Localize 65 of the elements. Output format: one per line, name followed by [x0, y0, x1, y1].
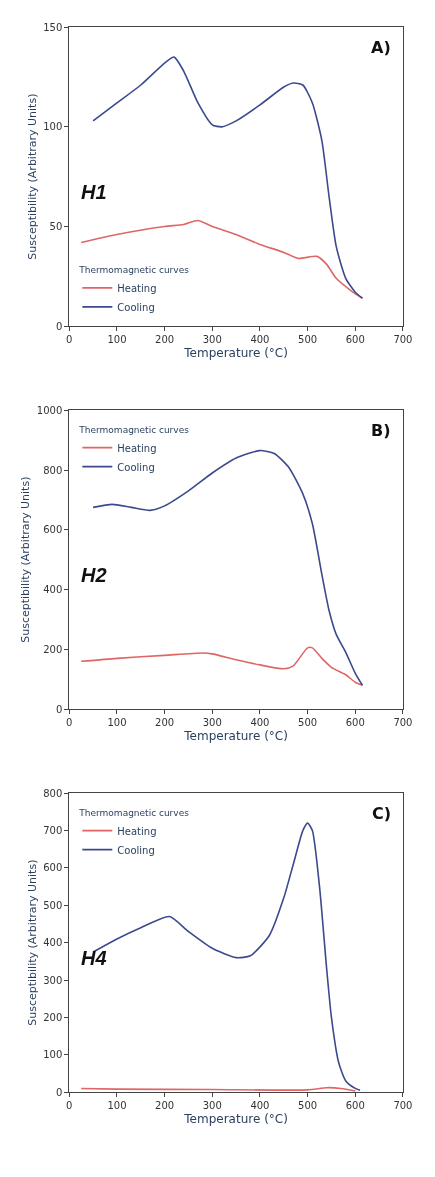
- x-tick-label: 500: [298, 334, 318, 346]
- y-axis-title: Susceptibility (Arbitrary Units): [25, 859, 39, 1026]
- x-tick-label: 300: [202, 1100, 222, 1112]
- y-tick-label: 400: [43, 937, 63, 949]
- legend-label: Heating: [117, 282, 157, 294]
- y-axis-title: Susceptibility (Arbitrary Units): [19, 476, 33, 643]
- y-tick-label: 200: [43, 643, 63, 655]
- y-axis-title: Susceptibility (Arbitrary Units): [25, 93, 39, 260]
- x-tick-label: 200: [155, 1100, 175, 1112]
- x-tick-label: 400: [250, 334, 270, 346]
- x-tick-label: 500: [298, 717, 318, 729]
- legend-title: Thermomagnetic curves: [78, 808, 190, 819]
- x-tick-label: 400: [250, 717, 270, 729]
- y-tick-label: 300: [43, 974, 63, 986]
- x-tick-label: 700: [393, 717, 413, 729]
- x-tick-label: 100: [107, 717, 127, 729]
- y-tick-label: 1000: [36, 404, 63, 416]
- legend-label: Cooling: [117, 301, 155, 313]
- legend-label: Cooling: [117, 461, 155, 473]
- legend-label: Heating: [117, 825, 157, 837]
- x-tick-label: 700: [393, 1100, 413, 1112]
- x-axis-title: Temperature (°C): [183, 346, 288, 361]
- x-tick-label: 600: [345, 334, 365, 346]
- y-tick-label: 50: [49, 221, 63, 232]
- x-tick-label: 600: [345, 717, 365, 729]
- y-tick-label: 400: [43, 584, 63, 596]
- legend-title: Thermomagnetic curves: [78, 265, 190, 276]
- y-tick-label: 800: [43, 787, 63, 799]
- line-series: [80, 646, 364, 687]
- x-tick-label: 300: [202, 334, 222, 346]
- annotation: H1: [81, 181, 107, 203]
- legend-label: Cooling: [117, 844, 155, 856]
- legend-title: Thermomagnetic curves: [78, 425, 190, 436]
- legend-label: Heating: [117, 442, 157, 454]
- y-tick-label: 800: [43, 464, 63, 476]
- x-tick-label: 0: [66, 717, 73, 729]
- y-tick-label: 700: [43, 825, 63, 837]
- x-axis-title: Temperature (°C): [183, 729, 288, 744]
- y-tick-label: 100: [43, 1049, 63, 1061]
- x-tick-label: 200: [155, 334, 175, 346]
- x-axis-title: Temperature (°C): [183, 1112, 288, 1127]
- x-tick-label: 700: [393, 334, 413, 346]
- x-tick-label: 300: [202, 717, 222, 729]
- y-tick-label: 600: [43, 524, 63, 536]
- y-tick-label: 150: [43, 21, 63, 33]
- x-tick-label: 0: [66, 1100, 73, 1112]
- annotation: B): [371, 421, 391, 440]
- x-tick-label: 100: [107, 334, 127, 346]
- x-tick-label: 400: [250, 1100, 270, 1112]
- y-tick-label: 200: [43, 1011, 63, 1023]
- y-tick-label: 600: [43, 862, 63, 874]
- y-tick-label: 0: [55, 1086, 63, 1098]
- y-tick-label: 0: [55, 320, 63, 332]
- x-tick-label: 600: [345, 1100, 365, 1112]
- y-tick-label: 500: [43, 899, 63, 911]
- annotation: A): [371, 38, 391, 57]
- x-tick-label: 100: [107, 1100, 127, 1112]
- x-tick-label: 500: [298, 1100, 318, 1112]
- x-tick-label: 200: [155, 717, 175, 729]
- annotation: H4: [81, 947, 107, 969]
- annotation: C): [372, 804, 392, 823]
- x-tick-label: 0: [66, 334, 73, 346]
- annotation: H2: [81, 564, 107, 586]
- y-tick-label: 0: [55, 703, 63, 715]
- y-tick-label: 100: [43, 121, 63, 133]
